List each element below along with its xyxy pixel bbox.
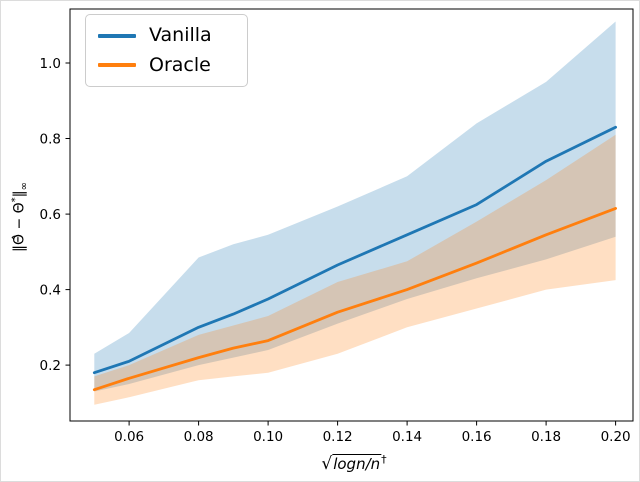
y-tick-label: 0.6 xyxy=(40,207,61,223)
legend-item-oracle: Oracle xyxy=(98,54,235,77)
y-label-infinity-subscript: ∞ xyxy=(19,181,31,191)
radical-sign: √ xyxy=(321,454,333,474)
y-label-norm-expression: ‖Θ̂ − Θ xyxy=(11,202,28,253)
y-tick-label: 0.2 xyxy=(40,358,61,374)
legend: Vanilla Oracle xyxy=(85,14,248,87)
y-label-norm-close: ‖ xyxy=(11,190,28,198)
x-axis-label: √logn/n† xyxy=(321,453,386,474)
legend-item-vanilla: Vanilla xyxy=(98,24,235,47)
vanilla-line xyxy=(92,125,617,375)
x-tick-label: 0.12 xyxy=(323,429,353,445)
legend-label-vanilla: Vanilla xyxy=(149,24,212,47)
x-tick-label: 0.14 xyxy=(392,429,422,445)
oracle-line xyxy=(92,206,617,392)
x-label-radicand: logn/n xyxy=(332,454,382,473)
x-tick-label: 0.20 xyxy=(601,429,631,445)
y-axis-label: ‖Θ̂ − Θ*‖∞ xyxy=(10,182,30,252)
x-tick-label: 0.06 xyxy=(114,429,144,445)
legend-label-oracle: Oracle xyxy=(149,54,211,76)
y-tick-label: 0.4 xyxy=(40,282,61,298)
y-tick-label: 0.8 xyxy=(40,131,61,147)
legend-line-sample-vanilla xyxy=(98,33,136,38)
axes-frame xyxy=(69,8,634,422)
x-tick-label: 0.10 xyxy=(253,429,283,445)
oracle-confidence-band xyxy=(94,134,616,405)
vanilla-confidence-band xyxy=(94,21,616,392)
x-tick-label: 0.18 xyxy=(531,429,561,445)
x-tick-label: 0.16 xyxy=(462,429,492,445)
legend-line-sample-oracle xyxy=(98,63,136,68)
y-tick-label: 1.0 xyxy=(40,56,61,72)
x-label-dagger-superscript: † xyxy=(381,453,387,466)
x-tick-label: 0.08 xyxy=(184,429,214,445)
y-label-star-superscript: * xyxy=(9,197,21,203)
